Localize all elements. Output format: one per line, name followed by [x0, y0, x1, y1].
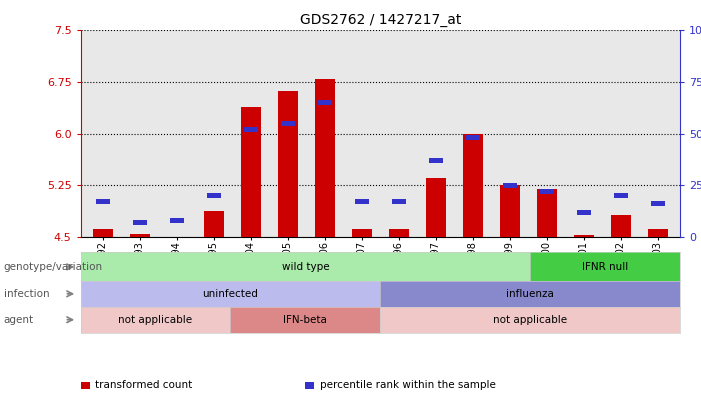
Bar: [611, 215, 631, 237]
Bar: [536, 189, 557, 237]
Text: IFNR null: IFNR null: [582, 262, 628, 272]
Bar: [577, 209, 591, 215]
Text: not applicable: not applicable: [118, 315, 193, 325]
Text: genotype/variation: genotype/variation: [4, 262, 102, 272]
Bar: [130, 234, 150, 237]
Title: GDS2762 / 1427217_at: GDS2762 / 1427217_at: [299, 13, 461, 27]
Text: uninfected: uninfected: [203, 289, 259, 299]
Bar: [132, 220, 147, 225]
Bar: [240, 107, 261, 237]
Text: IFN-beta: IFN-beta: [283, 315, 327, 325]
Text: transformed count: transformed count: [95, 380, 193, 390]
Bar: [315, 79, 335, 237]
Bar: [426, 179, 446, 237]
Text: not applicable: not applicable: [493, 315, 567, 325]
Bar: [463, 134, 483, 237]
Bar: [170, 218, 184, 223]
Text: wild type: wild type: [282, 262, 329, 272]
Bar: [355, 199, 369, 205]
Bar: [648, 229, 668, 237]
Bar: [465, 135, 479, 141]
Bar: [244, 127, 258, 132]
Bar: [318, 100, 332, 105]
Bar: [503, 183, 517, 188]
Text: infection: infection: [4, 289, 49, 299]
Bar: [540, 189, 554, 194]
Bar: [207, 193, 221, 198]
Bar: [352, 229, 372, 237]
Bar: [93, 229, 113, 237]
Bar: [388, 229, 409, 237]
Bar: [429, 158, 443, 163]
Bar: [96, 199, 110, 205]
Bar: [614, 193, 628, 198]
Bar: [573, 235, 594, 237]
Text: percentile rank within the sample: percentile rank within the sample: [320, 380, 496, 390]
Bar: [651, 201, 665, 207]
Bar: [392, 199, 406, 205]
Text: agent: agent: [4, 315, 34, 325]
Bar: [500, 185, 520, 237]
Text: influenza: influenza: [506, 289, 554, 299]
Bar: [278, 91, 298, 237]
Bar: [281, 121, 295, 126]
Bar: [203, 211, 224, 237]
